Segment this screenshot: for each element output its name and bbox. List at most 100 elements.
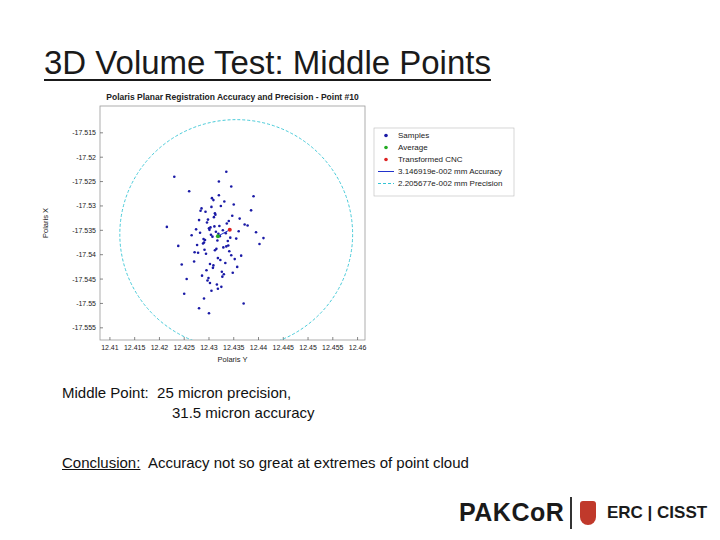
legend-swatch: [384, 146, 388, 150]
y-tick-label: -17.515: [72, 129, 96, 136]
point: [246, 224, 249, 227]
point: [206, 279, 209, 282]
y-tick: [100, 254, 103, 255]
conclusion-label: Conclusion:: [62, 454, 140, 471]
point: [221, 275, 224, 278]
y-tick-label: -17.545: [72, 276, 96, 283]
point: [236, 266, 239, 269]
legend-label: Average: [398, 143, 428, 152]
x-tick: [134, 337, 135, 340]
point: [193, 260, 196, 263]
legend-box: [374, 128, 514, 196]
point: [173, 175, 176, 178]
y-tick: [100, 303, 103, 304]
x-tick-label: 12.44: [250, 344, 268, 351]
point: [190, 234, 193, 237]
point: [217, 288, 220, 291]
point: [258, 243, 261, 246]
plot-marks: [120, 120, 353, 340]
logo-text: PAKCoR: [459, 498, 564, 527]
conclusion: Conclusion: Accuracy not so great at ext…: [62, 454, 469, 471]
point: [218, 225, 221, 228]
point: [216, 283, 219, 286]
x-tick: [357, 337, 358, 340]
point: [230, 185, 233, 188]
point: [212, 264, 215, 267]
point: [255, 231, 258, 234]
point: [262, 237, 265, 240]
legend-label: Transformed CNC: [398, 155, 463, 164]
point: [230, 254, 233, 257]
point: [233, 258, 236, 261]
point: [212, 267, 215, 270]
point: [228, 228, 232, 232]
point: [231, 214, 234, 217]
x-axis-label: Polaris Y: [218, 355, 248, 364]
y-tick: [100, 279, 103, 280]
point: [227, 244, 230, 247]
point: [219, 259, 222, 262]
slide-title: 3D Volume Test: Middle Points: [44, 44, 491, 82]
legend-swatch: [378, 171, 394, 172]
point: [193, 251, 196, 254]
point: [226, 240, 229, 243]
x-tick: [233, 337, 234, 340]
x-tick-label: 12.43: [200, 344, 218, 351]
legend: SamplesAverageTransformed CNC3.146919e-0…: [374, 128, 514, 196]
x-tick: [159, 337, 160, 340]
point: [207, 218, 210, 221]
x-tick-label: 12.42: [151, 344, 169, 351]
point: [238, 217, 241, 220]
point: [210, 206, 213, 209]
caption-line: 31.5 micron accuracy: [172, 404, 315, 421]
point: [222, 246, 225, 249]
point: [243, 223, 246, 226]
chart: Polaris Planar Registration Accuracy and…: [0, 0, 720, 540]
point: [205, 269, 208, 272]
point: [202, 242, 205, 245]
x-tick-label: 12.435: [223, 344, 245, 351]
conclusion-text: Accuracy not so great at extremes of poi…: [140, 454, 469, 471]
point: [213, 216, 216, 219]
point: [225, 232, 228, 235]
point: [210, 289, 213, 292]
point: [204, 239, 207, 242]
point: [223, 273, 226, 276]
logo-divider: [570, 497, 572, 529]
logo-icon: [580, 501, 596, 525]
point: [218, 180, 221, 183]
y-axis-label: Polaris X: [41, 208, 50, 238]
point: [220, 205, 223, 208]
y-tick: [100, 132, 103, 133]
caption-line: Middle Point: 25 micron precision,: [62, 384, 291, 401]
point: [226, 222, 229, 225]
point: [231, 271, 234, 274]
point: [201, 274, 204, 277]
point: [209, 282, 212, 285]
point: [250, 209, 253, 212]
x-tick-label: 12.455: [322, 344, 344, 351]
point: [185, 278, 188, 281]
point: [208, 227, 211, 230]
point: [232, 203, 235, 206]
y-tick-label: -17.535: [72, 227, 96, 234]
point: [225, 171, 228, 174]
chart-title: Polaris Planar Registration Accuracy and…: [106, 92, 359, 102]
y-tick: [100, 327, 103, 328]
x-tick: [208, 337, 209, 340]
point: [227, 220, 230, 223]
point: [229, 236, 232, 239]
point: [210, 233, 213, 236]
y-tick-label: -17.52: [76, 154, 96, 161]
y-tick-label: -17.53: [76, 202, 96, 209]
point: [196, 244, 199, 247]
y-tick-label: -17.525: [72, 178, 96, 185]
point: [221, 270, 224, 273]
point: [177, 245, 180, 248]
legend-swatch: [378, 183, 394, 184]
point: [206, 221, 209, 224]
x-tick: [258, 337, 259, 340]
point: [198, 307, 201, 310]
x-tick-label: 12.445: [273, 344, 295, 351]
legend-swatch: [384, 134, 388, 138]
